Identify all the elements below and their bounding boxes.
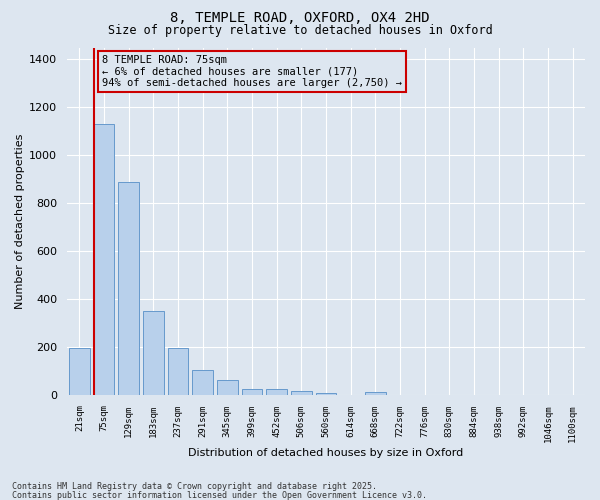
Bar [69,348,90,395]
Text: Size of property relative to detached houses in Oxford: Size of property relative to detached ho… [107,24,493,37]
Bar [94,124,115,394]
X-axis label: Distribution of detached houses by size in Oxford: Distribution of detached houses by size … [188,448,464,458]
Text: 8, TEMPLE ROAD, OXFORD, OX4 2HD: 8, TEMPLE ROAD, OXFORD, OX4 2HD [170,11,430,25]
Text: Contains public sector information licensed under the Open Government Licence v3: Contains public sector information licen… [12,491,427,500]
Bar [365,392,386,394]
Bar [242,388,262,394]
Bar [192,370,213,394]
Bar [316,392,337,394]
Y-axis label: Number of detached properties: Number of detached properties [15,134,25,308]
Bar [266,390,287,394]
Bar [118,182,139,394]
Bar [143,311,164,394]
Text: 8 TEMPLE ROAD: 75sqm
← 6% of detached houses are smaller (177)
94% of semi-detac: 8 TEMPLE ROAD: 75sqm ← 6% of detached ho… [102,54,402,88]
Bar [291,391,312,394]
Bar [167,348,188,395]
Text: Contains HM Land Registry data © Crown copyright and database right 2025.: Contains HM Land Registry data © Crown c… [12,482,377,491]
Bar [217,380,238,394]
